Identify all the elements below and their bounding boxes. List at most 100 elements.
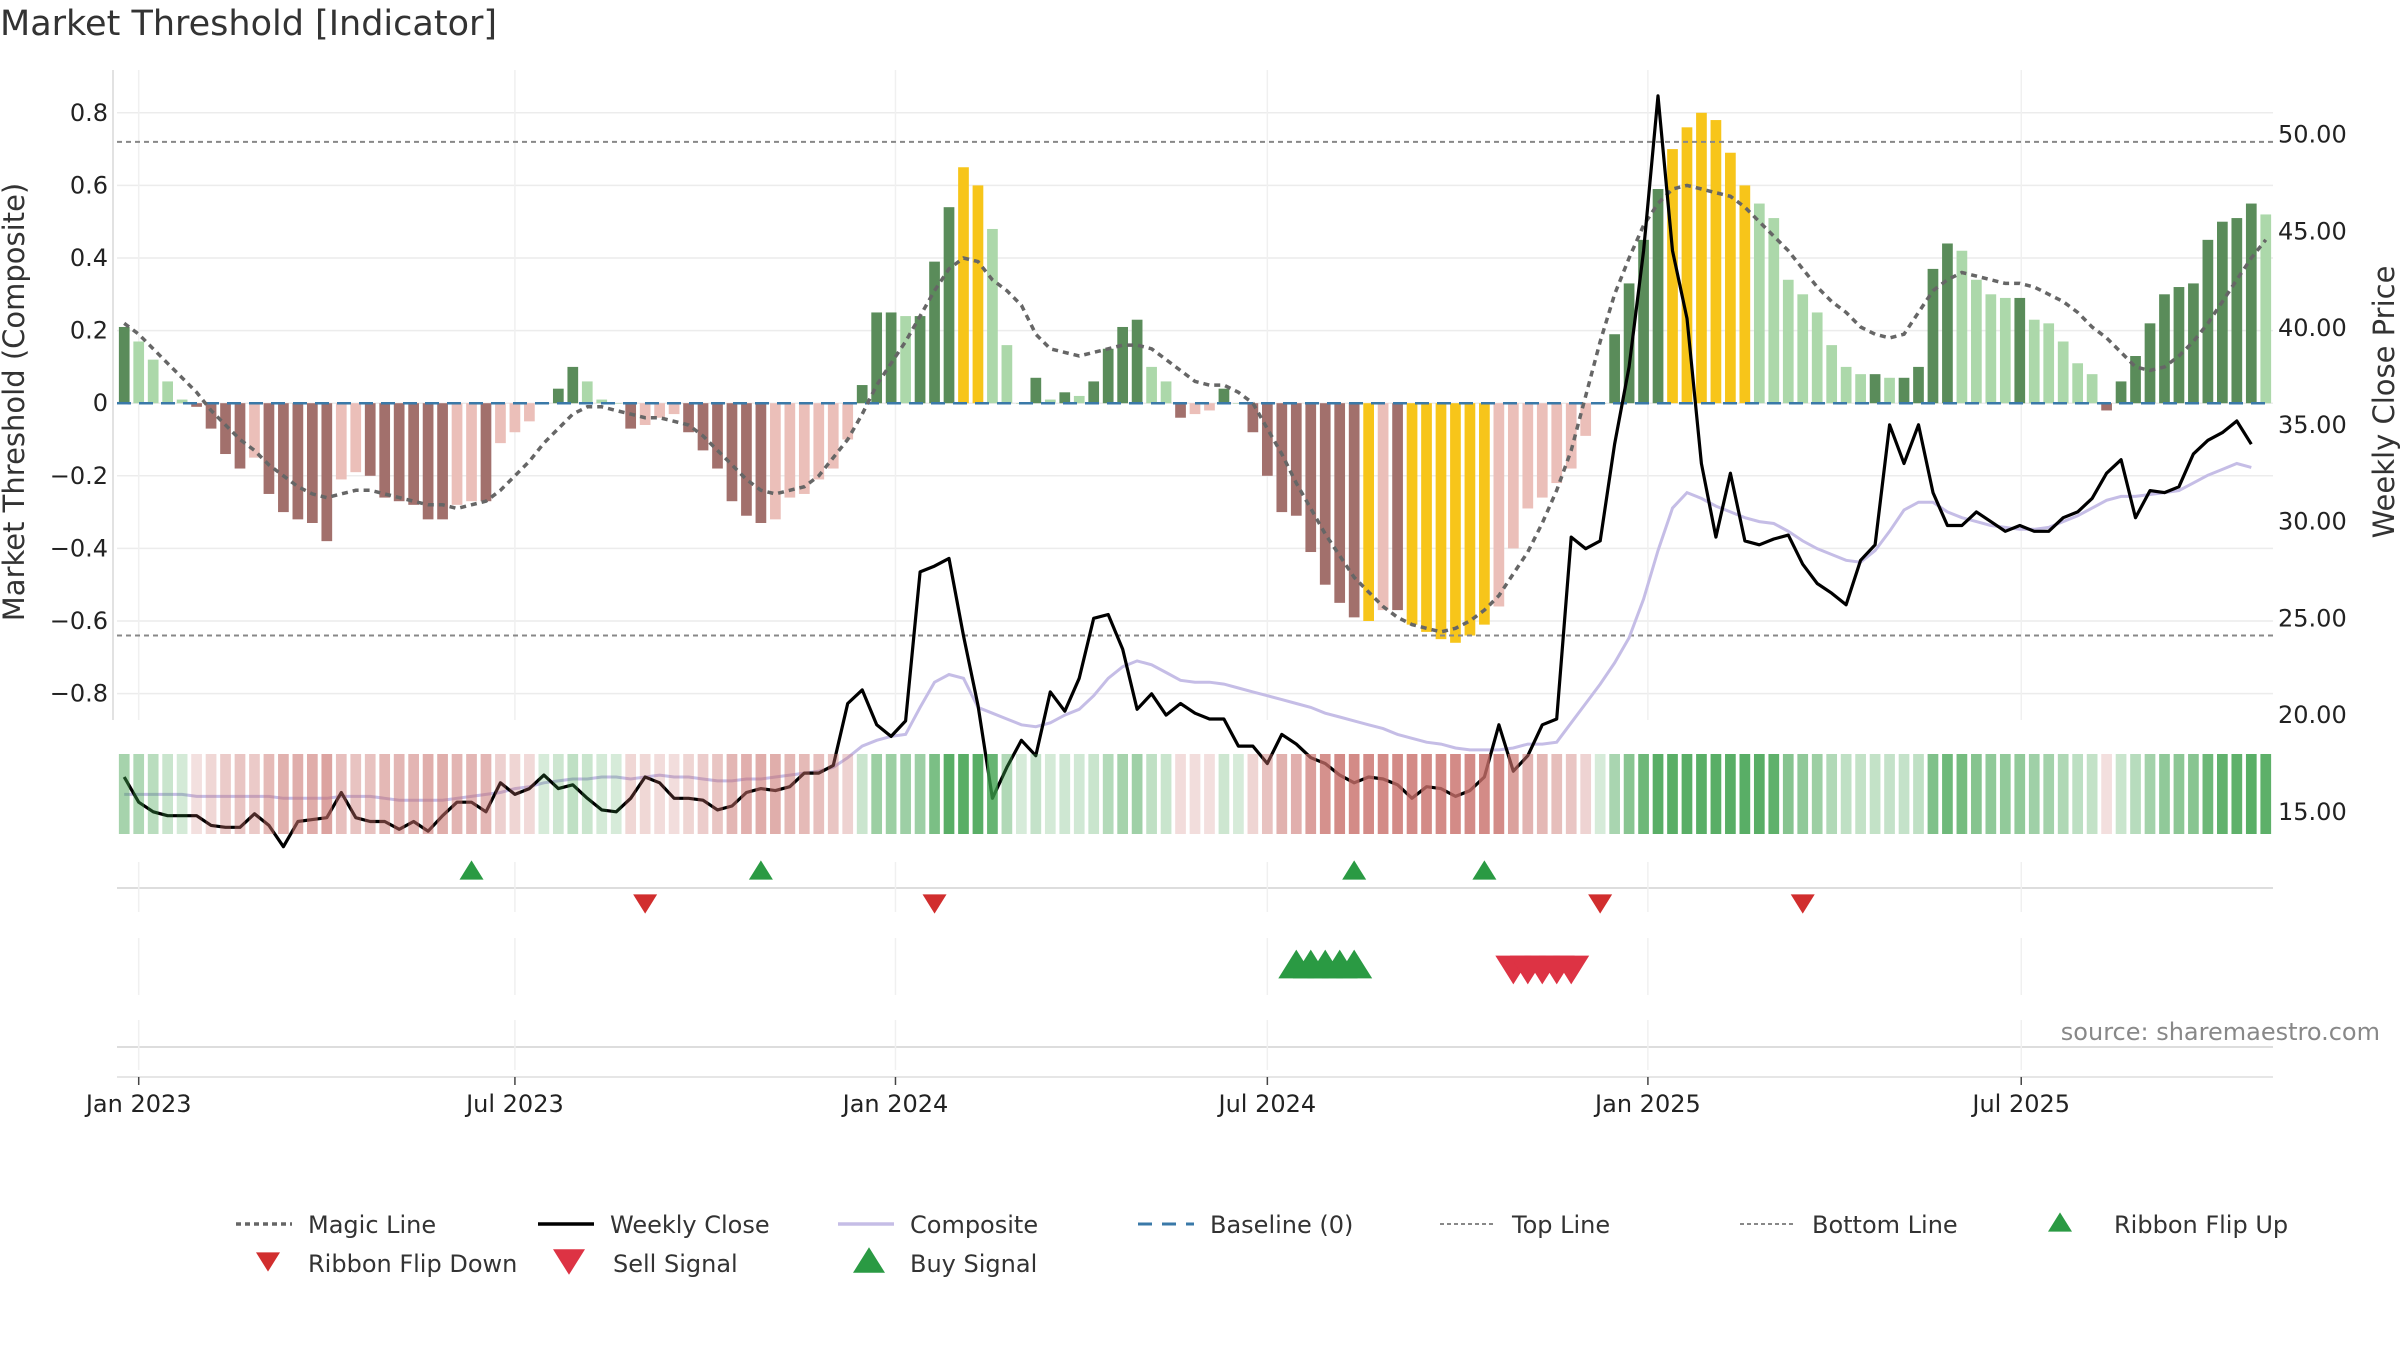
composite-bar [1956, 250, 1968, 404]
composite-bar [480, 403, 492, 502]
ribbon-cell [249, 754, 260, 834]
ribbon-cell [509, 754, 521, 834]
ribbon-cell [292, 754, 304, 834]
composite-bars [118, 112, 2272, 643]
composite-bar [118, 326, 130, 404]
composite-bar [2043, 323, 2055, 404]
ribbon-cell [871, 754, 883, 834]
ribbon-cell [567, 754, 579, 834]
composite-bar [943, 207, 955, 404]
ribbon-cell [1652, 754, 1664, 834]
ribbon-cell [205, 754, 217, 834]
ribbon-cell [234, 754, 246, 834]
composite-bar [1435, 403, 1447, 640]
ribbon-cell [1898, 754, 1910, 834]
ribbon-cell [1044, 754, 1056, 834]
composite-bar [1884, 377, 1895, 404]
y-right-tick-label: 45.00 [2278, 217, 2347, 245]
composite-bar [1971, 279, 1982, 404]
composite-bar [827, 403, 839, 469]
composite-bar [2217, 221, 2228, 404]
ribbon-cell [596, 754, 608, 834]
composite-bar [220, 403, 231, 455]
ribbon-cell [827, 754, 839, 834]
ribbon-cell [278, 754, 289, 834]
y-left-tick-label: 0.4 [70, 244, 108, 272]
ribbon-cell [191, 754, 202, 834]
composite-bar [567, 366, 579, 404]
signal-rows [117, 860, 2273, 1078]
composite-bar [1117, 326, 1129, 404]
ribbon-cell [1348, 754, 1360, 834]
ribbon-cell [1840, 754, 1852, 834]
composite-bar [683, 403, 694, 433]
legend-label: Magic Line [308, 1211, 436, 1239]
ribbon-cell [393, 754, 405, 834]
composite-bar [278, 403, 289, 513]
ribbon-cell [2159, 754, 2170, 834]
ribbon-cell [1319, 754, 1331, 834]
composite-bar [1869, 374, 1881, 404]
x-tick-label: Jul 2024 [1217, 1090, 1317, 1118]
legend-swatch [553, 1249, 585, 1275]
composite-bar [726, 403, 738, 502]
composite-bar [1146, 366, 1157, 404]
ribbon-cell [1696, 754, 1707, 834]
y-left-tick-label: −0.6 [50, 607, 108, 635]
ribbon-cell [668, 754, 680, 834]
ribbon-cell [625, 754, 637, 834]
composite-bar [1999, 297, 2011, 404]
y-right-tick-label: 15.00 [2278, 798, 2347, 826]
ribbon-cell [1753, 754, 1765, 834]
ribbon-cell [1377, 754, 1389, 834]
ribbon-cell [697, 754, 709, 834]
composite-bar [2144, 323, 2156, 404]
ribbon-cell [1131, 754, 1143, 834]
composite-bar [610, 403, 622, 404]
composite-bar [1753, 203, 1765, 404]
composite-bar [1797, 294, 1809, 404]
composite-bar [133, 341, 145, 404]
composite-bar [581, 381, 593, 404]
ribbon-cell [1450, 754, 1461, 834]
ribbon-cell [1261, 754, 1273, 834]
ribbon-cell [466, 754, 477, 834]
legend-label: Ribbon Flip Up [2114, 1211, 2288, 1239]
composite-bar [1073, 395, 1085, 404]
composite-bar [1088, 381, 1100, 404]
composite-bar [1551, 403, 1563, 484]
ribbon-cell [1580, 754, 1592, 834]
composite-bar [408, 403, 419, 505]
ribbon-cell [1160, 754, 1172, 834]
composite-bar [1768, 218, 1780, 404]
ribbon-cell [1421, 754, 1432, 834]
ribbon-cell [610, 754, 622, 834]
ribbon-cell [263, 754, 275, 834]
y-axis-left-title: Market Threshold (Composite) [0, 183, 31, 621]
composite-bar [509, 403, 521, 433]
legend-label: Ribbon Flip Down [308, 1250, 517, 1278]
ribbon-cell [1623, 754, 1635, 834]
ribbon-cell [133, 754, 145, 834]
composite-bar [1348, 403, 1360, 618]
composite-bar [263, 403, 275, 494]
ribbon-cell [2173, 754, 2185, 834]
composite-bar [1233, 403, 1244, 404]
composite-bar [741, 403, 752, 516]
composite-bar [871, 312, 883, 404]
composite-bar [1942, 243, 1953, 404]
ribbon-flip-down-marker [1790, 894, 1815, 914]
ribbon-cell [2217, 754, 2228, 834]
ribbon-cell [581, 754, 593, 834]
ribbon-cell [856, 754, 868, 834]
composite-bar [625, 403, 637, 429]
ribbon-cell [480, 754, 492, 834]
ribbon-cell [842, 754, 854, 834]
weekly-close-line [122, 94, 2253, 849]
ribbon-cell [1233, 754, 1244, 834]
ribbon-strip [118, 754, 2272, 834]
composite-bar [668, 403, 680, 415]
ribbon-cell [2043, 754, 2055, 834]
composite-bar [1855, 374, 1866, 404]
